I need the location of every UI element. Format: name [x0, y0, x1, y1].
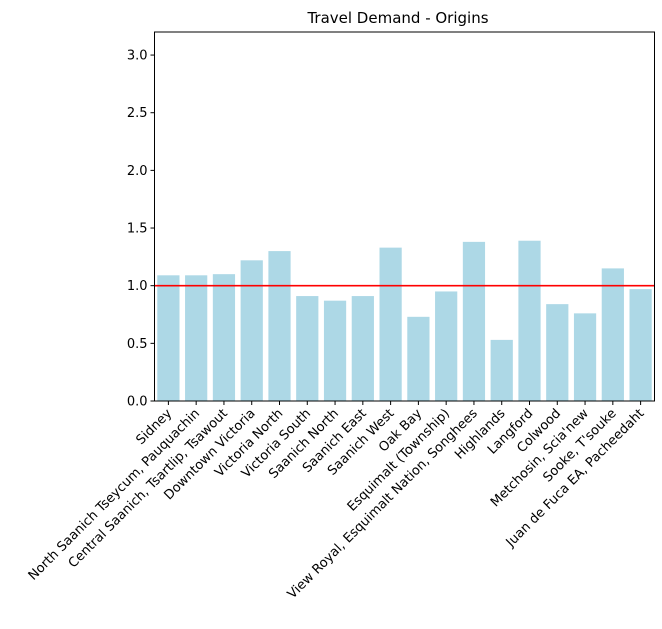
y-tick-label: 2.0 — [127, 164, 148, 179]
y-tick-label: 1.5 — [127, 222, 148, 237]
y-tick-label: 0.5 — [127, 337, 148, 352]
bar-11 — [462, 241, 486, 401]
bar-17 — [629, 289, 652, 401]
y-tick-label: 3.0 — [127, 49, 148, 64]
bar-13 — [518, 240, 541, 401]
bar-0 — [157, 275, 180, 401]
bars-group — [157, 240, 652, 401]
chart-title: Travel Demand - Origins — [306, 9, 488, 27]
y-tick-label: 0.0 — [127, 395, 148, 410]
bar-6 — [323, 300, 347, 401]
bar-2 — [212, 274, 236, 401]
y-tick-label: 1.0 — [127, 279, 148, 294]
bar-7 — [351, 296, 374, 401]
y-tick-label: 2.5 — [127, 106, 148, 121]
bar-1 — [185, 275, 208, 401]
bar-4 — [268, 251, 291, 401]
bar-10 — [435, 291, 458, 401]
bar-8 — [379, 247, 402, 401]
bar-12 — [490, 339, 513, 401]
bar-9 — [407, 316, 430, 401]
y-axis: 0.0 0.5 1.0 1.5 2.0 2.5 3.0 — [127, 49, 155, 410]
bar-16 — [601, 268, 624, 401]
bar-5 — [296, 296, 319, 401]
bar-3 — [240, 260, 263, 401]
bar-15 — [573, 313, 597, 401]
bar-14 — [546, 304, 569, 401]
plot-frame — [154, 31, 655, 402]
